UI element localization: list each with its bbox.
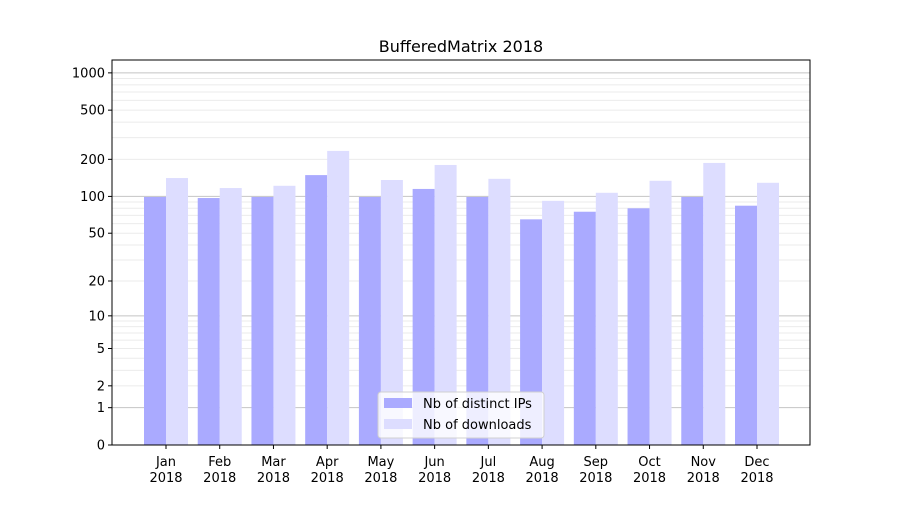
- x-tick-label: Oct: [638, 455, 660, 470]
- bar-downloads: [488, 178, 511, 446]
- bar-distinct-ips: [412, 188, 435, 445]
- x-tick-label: 2018: [257, 471, 290, 486]
- bar-distinct-ips: [251, 196, 274, 445]
- x-tick-label: Nov: [691, 455, 717, 470]
- bar-downloads: [327, 150, 350, 445]
- bar-downloads: [434, 164, 457, 445]
- x-tick-label: Sep: [584, 455, 609, 470]
- x-tick-label: Aug: [529, 455, 554, 470]
- y-tick-label: 20: [88, 275, 105, 290]
- x-tick-label: 2018: [364, 471, 397, 486]
- bar-distinct-ips: [520, 219, 543, 445]
- legend-swatch: [384, 419, 412, 429]
- x-tick-label: 2018: [203, 471, 236, 486]
- bar-distinct-ips: [573, 211, 596, 445]
- legend: Nb of distinct IPs Nb of downloads: [377, 391, 545, 439]
- x-tick-label: Jun: [423, 455, 444, 470]
- x-tick-label: 2018: [579, 471, 612, 486]
- y-tick-label: 0: [97, 439, 105, 454]
- bar-downloads: [595, 192, 618, 445]
- chart-title: BufferedMatrix 2018: [379, 37, 543, 56]
- y-tick-label: 1000: [72, 66, 105, 81]
- bar-downloads: [380, 179, 403, 445]
- bar-distinct-ips: [681, 196, 704, 445]
- x-tick-label: Jul: [480, 455, 497, 470]
- x-tick-label: 2018: [633, 471, 666, 486]
- x-tick-label: 2018: [311, 471, 344, 486]
- bar-downloads: [757, 182, 779, 445]
- bar-distinct-ips: [627, 208, 650, 445]
- bar-distinct-ips: [197, 198, 220, 445]
- x-tick-label: Apr: [316, 455, 339, 470]
- y-tick-label: 1: [97, 401, 105, 416]
- bar-distinct-ips: [305, 175, 328, 445]
- x-tick-label: 2018: [687, 471, 720, 486]
- x-tick-label: Feb: [208, 455, 231, 470]
- x-tick-label: 2018: [472, 471, 505, 486]
- bar-distinct-ips: [358, 196, 381, 445]
- x-tick-label: May: [367, 455, 394, 470]
- bar-distinct-ips: [466, 196, 489, 445]
- bar-downloads: [273, 185, 296, 446]
- bar-downloads: [649, 180, 672, 445]
- y-tick-label: 100: [80, 190, 105, 205]
- bar-downloads: [219, 188, 242, 445]
- x-tick-label: 2018: [526, 471, 559, 486]
- bar-downloads: [542, 200, 565, 445]
- x-tick-label: Jan: [155, 455, 176, 470]
- y-tick-label: 50: [88, 227, 105, 242]
- x-tick-label: Mar: [261, 455, 286, 470]
- bar-distinct-ips: [735, 205, 757, 445]
- legend-box: [377, 391, 545, 439]
- x-tick-label: 2018: [149, 471, 182, 486]
- x-tick-label: 2018: [740, 471, 773, 486]
- y-tick-label: 200: [80, 153, 105, 168]
- legend-swatch: [384, 398, 412, 408]
- legend-label: Nb of distinct IPs: [423, 397, 532, 412]
- x-tick-label: Dec: [744, 455, 769, 470]
- x-tick-label: 2018: [418, 471, 451, 486]
- y-tick-label: 5: [97, 342, 105, 357]
- legend-label: Nb of downloads: [423, 418, 532, 433]
- y-tick-label: 500: [80, 104, 105, 119]
- bar-downloads: [703, 162, 726, 445]
- y-tick-label: 2: [97, 379, 105, 394]
- bar-distinct-ips: [144, 196, 166, 445]
- bar-downloads: [166, 178, 188, 446]
- y-tick-label: 10: [88, 309, 105, 324]
- plot-frame: [111, 59, 811, 446]
